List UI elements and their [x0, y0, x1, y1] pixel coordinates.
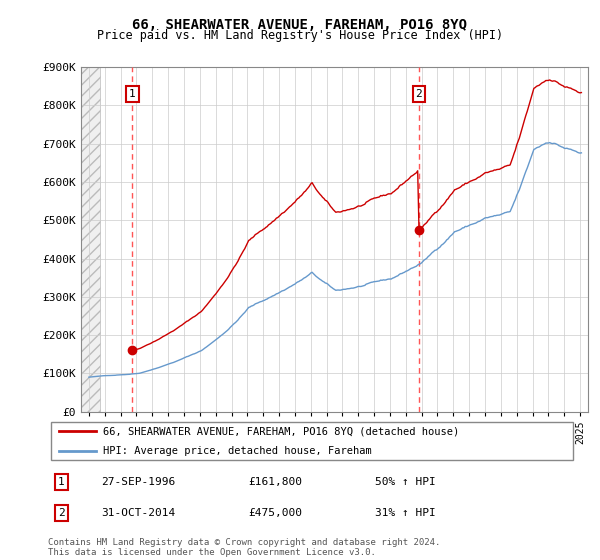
Text: 1: 1 [129, 89, 136, 99]
Bar [81, 67, 100, 412]
Text: 2: 2 [58, 508, 65, 517]
Text: HPI: Average price, detached house, Fareham: HPI: Average price, detached house, Fare… [103, 446, 372, 456]
FancyBboxPatch shape [50, 422, 574, 460]
Text: 1: 1 [58, 477, 65, 487]
Text: 2: 2 [416, 89, 422, 99]
Text: 31-OCT-2014: 31-OCT-2014 [101, 508, 175, 517]
Text: Contains HM Land Registry data © Crown copyright and database right 2024.
This d: Contains HM Land Registry data © Crown c… [48, 538, 440, 557]
Text: £475,000: £475,000 [248, 508, 302, 517]
Text: 66, SHEARWATER AVENUE, FAREHAM, PO16 8YQ (detached house): 66, SHEARWATER AVENUE, FAREHAM, PO16 8YQ… [103, 426, 460, 436]
Text: Price paid vs. HM Land Registry's House Price Index (HPI): Price paid vs. HM Land Registry's House … [97, 29, 503, 42]
Text: 66, SHEARWATER AVENUE, FAREHAM, PO16 8YQ: 66, SHEARWATER AVENUE, FAREHAM, PO16 8YQ [133, 18, 467, 32]
Text: 50% ↑ HPI: 50% ↑ HPI [376, 477, 436, 487]
Text: 31% ↑ HPI: 31% ↑ HPI [376, 508, 436, 517]
Text: £161,800: £161,800 [248, 477, 302, 487]
Text: 27-SEP-1996: 27-SEP-1996 [101, 477, 175, 487]
